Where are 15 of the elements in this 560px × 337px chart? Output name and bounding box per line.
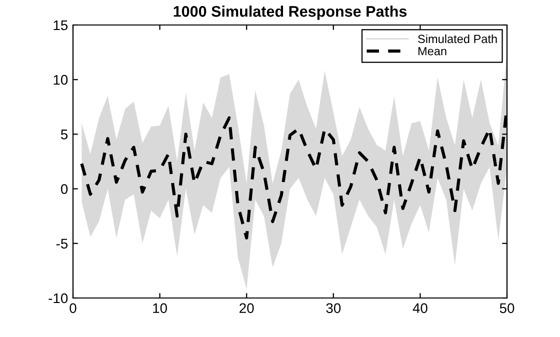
- x-tick-label: 40: [412, 303, 428, 314]
- y-tick-label: 15: [54, 20, 68, 30]
- legend-label: Simulated Path: [418, 34, 497, 44]
- y-tick-label: 0: [60, 184, 68, 194]
- y-tick-label: 10: [54, 74, 68, 85]
- x-tick-label: 0: [70, 303, 76, 314]
- y-tick-label: 5: [60, 130, 68, 140]
- x-tick-label: 20: [240, 303, 254, 314]
- legend-label: Mean: [418, 47, 446, 56]
- x-tick-label: 50: [500, 303, 514, 314]
- chart-title: 1000 Simulated Response Paths: [174, 6, 407, 20]
- y-tick-label: -10: [48, 293, 68, 304]
- x-tick-label: 10: [153, 303, 167, 314]
- x-tick-label: 30: [326, 303, 341, 314]
- y-tick-label: -5: [56, 238, 68, 249]
